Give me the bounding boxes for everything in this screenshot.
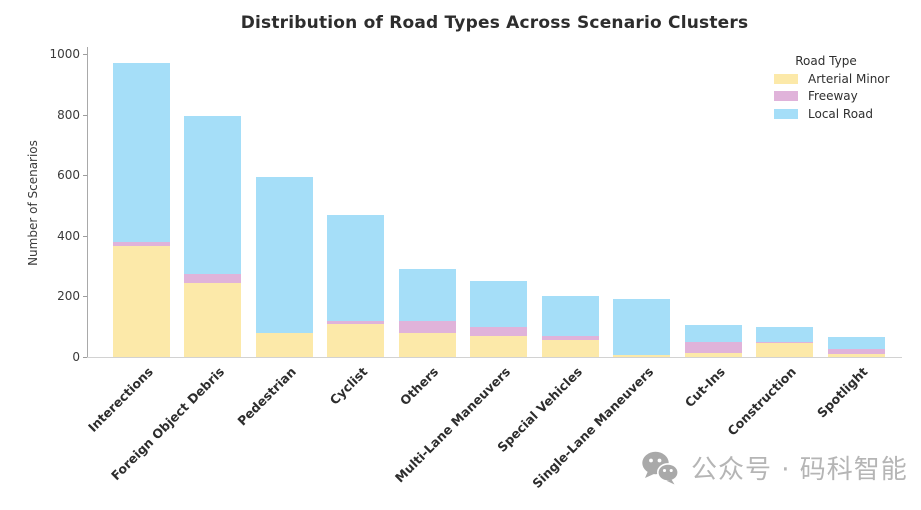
bar-segment-construction-freeway bbox=[756, 341, 813, 344]
bar-segment-construction-arterial-minor bbox=[756, 343, 813, 357]
y-tick-mark-600 bbox=[83, 175, 87, 177]
legend-swatch-arterial-minor bbox=[774, 73, 798, 84]
y-axis-title-text: Number of Scenarios bbox=[26, 140, 41, 266]
legend-swatch-freeway bbox=[774, 91, 798, 102]
x-tick-label-spotlight: Spotlight bbox=[814, 364, 871, 421]
y-tick-label-0: 0 bbox=[72, 350, 80, 364]
bar-segment-single-lane-maneuvers-local-road bbox=[613, 299, 670, 356]
y-tick-mark-800 bbox=[83, 114, 87, 116]
legend-label-freeway: Freeway bbox=[808, 89, 858, 104]
y-tick-label-1000: 1000 bbox=[49, 47, 80, 61]
bar-segment-foreign-object-debris-local-road bbox=[184, 116, 241, 274]
x-tick-label-cyclist: Cyclist bbox=[326, 364, 371, 408]
x-axis-baseline bbox=[87, 357, 902, 358]
legend-item-local-road: Local Road bbox=[748, 105, 904, 123]
bar-segment-others-freeway bbox=[398, 320, 456, 333]
bar-segment-special-vehicles-local-road bbox=[541, 295, 599, 336]
bar-segment-interections-arterial-minor bbox=[112, 246, 170, 357]
bar-segment-special-vehicles-arterial-minor bbox=[541, 340, 599, 357]
y-tick-mark-0 bbox=[83, 357, 87, 358]
y-tick-label-800: 800 bbox=[57, 107, 80, 122]
y-tick-mark-400 bbox=[83, 235, 87, 237]
watermark: 公众号 · 码科智能 bbox=[641, 449, 908, 486]
bar-segment-foreign-object-debris-freeway bbox=[184, 273, 241, 283]
x-tick-label-construction: Construction bbox=[724, 364, 800, 439]
legend-swatch-local-road bbox=[774, 108, 798, 119]
bar-segment-others-local-road bbox=[398, 268, 456, 321]
x-tick-label-multi-lane-maneuvers: Multi-Lane Maneuvers bbox=[391, 364, 514, 486]
bar-segment-spotlight-freeway bbox=[827, 348, 885, 354]
y-tick-mark-200 bbox=[83, 296, 87, 298]
bar-segment-cut-ins-freeway bbox=[684, 341, 742, 354]
x-tick-label-interections: Interections bbox=[84, 364, 156, 435]
y-tick-label-400: 400 bbox=[57, 228, 80, 243]
bar-segment-multi-lane-maneuvers-freeway bbox=[470, 326, 527, 336]
y-tick-label-200: 200 bbox=[57, 289, 80, 304]
bar-segment-pedestrian-local-road bbox=[255, 176, 313, 333]
y-axis-spine bbox=[87, 47, 88, 357]
bar-segment-cut-ins-arterial-minor bbox=[684, 353, 742, 357]
x-tick-label-others: Others bbox=[397, 364, 442, 409]
bar-segment-pedestrian-arterial-minor bbox=[255, 332, 313, 357]
bar-segment-construction-local-road bbox=[756, 326, 813, 342]
bar-segment-interections-freeway bbox=[112, 241, 170, 247]
bar-segment-interections-local-road bbox=[112, 63, 170, 242]
legend: Road Type Arterial Minor Freeway Local Roa… bbox=[748, 52, 904, 123]
legend-item-freeway: Freeway bbox=[748, 88, 904, 106]
bar-segment-single-lane-maneuvers-arterial-minor bbox=[613, 355, 670, 357]
legend-label-local-road: Local Road bbox=[808, 106, 874, 121]
legend-title: Road Type bbox=[795, 54, 857, 68]
bar-segment-spotlight-arterial-minor bbox=[827, 353, 885, 357]
legend-item-arterial-minor: Arterial Minor bbox=[748, 70, 904, 88]
x-tick-label-cut-ins: Cut-Ins bbox=[681, 364, 728, 411]
bar-segment-multi-lane-maneuvers-local-road bbox=[470, 281, 527, 327]
bar-segment-spotlight-local-road bbox=[827, 337, 885, 349]
watermark-text: 公众号 · 码科智能 bbox=[691, 455, 908, 485]
bar-segment-foreign-object-debris-arterial-minor bbox=[184, 282, 241, 357]
y-tick-label-600: 600 bbox=[57, 168, 80, 183]
bar-segment-others-arterial-minor bbox=[398, 332, 456, 357]
y-tick-mark-1000 bbox=[83, 54, 87, 55]
bar-segment-cyclist-freeway bbox=[327, 320, 384, 324]
wechat-icon bbox=[642, 451, 679, 484]
bar-segment-special-vehicles-freeway bbox=[541, 335, 599, 341]
bar-segment-cyclist-local-road bbox=[327, 214, 384, 321]
bar-segment-multi-lane-maneuvers-arterial-minor bbox=[470, 335, 527, 357]
chart-title: Distribution of Road Types Across Scenar… bbox=[240, 13, 749, 33]
x-tick-label-pedestrian: Pedestrian bbox=[234, 364, 299, 429]
bar-segment-cyclist-arterial-minor bbox=[327, 323, 384, 357]
bar-segment-cut-ins-local-road bbox=[684, 325, 742, 342]
x-tick-label-single-lane-maneuvers: Single-Lane Maneuvers bbox=[529, 364, 657, 491]
legend-label-arterial-minor: Arterial Minor bbox=[808, 71, 890, 86]
